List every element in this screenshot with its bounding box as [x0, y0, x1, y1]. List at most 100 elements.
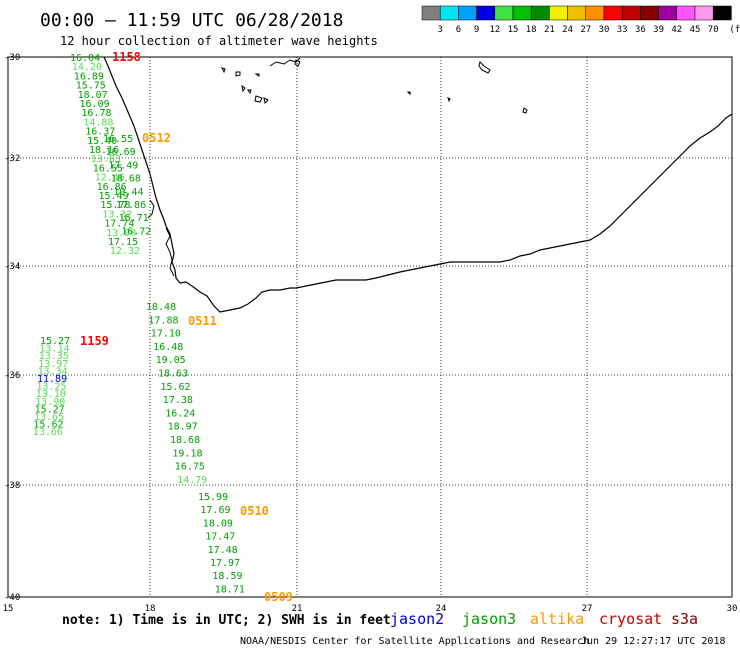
wave-height-value: 18.48: [146, 302, 176, 313]
wave-height-value: 17.86: [116, 200, 146, 211]
wave-height-value: 14.20: [72, 62, 102, 73]
coastline: [103, 56, 733, 313]
colorbar-swatch: [640, 5, 659, 21]
wave-height-value: 13.34: [38, 366, 68, 377]
wave-height-value: 16.55: [103, 134, 133, 145]
wave-height-value: 16.75: [175, 462, 205, 473]
wave-height-value: 15.78: [100, 200, 130, 211]
wave-height-value: 18.71: [215, 584, 245, 595]
map-subtitle: 12 hour collection of altimeter wave hei…: [60, 34, 378, 48]
wave-height-value: 17.74: [104, 219, 134, 230]
wave-height-value: 16.24: [165, 408, 195, 419]
wave-height-value: 13.35: [39, 351, 69, 362]
colorbar-label: 9: [474, 25, 479, 35]
coastline-cape: [147, 199, 175, 277]
pass-time-label: 0511: [188, 314, 217, 328]
wave-height-value: 14.88: [83, 117, 113, 128]
wave-height-value: 17.38: [163, 395, 193, 406]
track-a: 115816.0414.2016.8915.7518.0716.0916.781…: [70, 50, 141, 257]
colorbar-label: 12: [489, 25, 500, 35]
wave-height-value: 16.09: [80, 99, 110, 110]
note-text: note: 1) Time is in UTC; 2) SWH is in fe…: [62, 613, 391, 628]
lat-label: -38: [4, 481, 20, 491]
legend-jason2: jason2: [390, 610, 444, 628]
wave-height-value: 13.14: [39, 344, 69, 355]
colorbar-swatch: [621, 5, 641, 21]
colorbar-label: 39: [653, 25, 664, 35]
wave-height-value: 13.90: [35, 397, 65, 408]
colorbar-label: 24: [562, 25, 573, 35]
wave-height-value: 15.49: [99, 191, 129, 202]
colorbar-label: 42: [671, 25, 682, 35]
legend-altika: altika: [530, 610, 584, 628]
track-f: 115915.2713.1413.3513.9713.3411.8913.251…: [33, 334, 109, 438]
colorbar-swatch: [694, 5, 714, 21]
lon-label: 18: [145, 604, 156, 614]
colorbar-label: 21: [544, 25, 555, 35]
colorbar-label: 30: [599, 25, 610, 35]
track-c: 0511 18.48 17.88 17.10 16.48 19.05 18.63 15.62 1…: [146, 302, 217, 486]
colorbar-label: 70: [708, 25, 719, 35]
wave-height-value: 17.47: [205, 532, 235, 543]
wave-height-value: 18.16: [89, 145, 119, 156]
wave-height-value: 13.25: [36, 382, 66, 393]
wave-height-value: 12.46: [95, 173, 125, 184]
wave-height-value: 16.71: [119, 213, 149, 224]
wave-height-value: 19.05: [156, 355, 186, 366]
wave-height-value: 16.89: [74, 71, 104, 82]
colorbar-swatch: [676, 5, 696, 21]
wave-height-value: 18.97: [168, 422, 198, 433]
wave-height-value: 16.78: [81, 108, 111, 119]
wave-height-value: 15.62: [33, 420, 63, 431]
wave-height-value: 15.27: [40, 336, 70, 347]
wave-height-value: 18.59: [212, 571, 242, 582]
graticule: [8, 57, 732, 597]
wave-height-value: 19.18: [172, 448, 202, 459]
wave-height-value: 14.79: [177, 475, 207, 486]
pass-time-label: 1158: [112, 50, 141, 64]
wave-height-value: 13.90: [106, 228, 136, 239]
wave-height-value: 17.97: [210, 558, 240, 569]
wave-height-value: 18.07: [78, 90, 108, 101]
wave-height-value: 17.49: [108, 160, 138, 171]
satellite-legend: jason2 jason3 altika cryosat s3a: [390, 610, 698, 628]
footer-credit: NOAA/NESDIS Center for Satellite Applica…: [240, 636, 589, 647]
colorbar-label: 33: [617, 25, 628, 35]
wave-height-value: 18.09: [203, 518, 233, 529]
colorbar-swatch: [658, 5, 678, 21]
wave-height-value: 18.63: [158, 369, 188, 380]
wave-height-value: 18.68: [111, 174, 141, 185]
altimeter-tracks: 115816.0414.2016.8915.7518.0716.0916.781…: [33, 50, 293, 604]
colorbar-swatch: [567, 5, 587, 21]
lon-label: 24: [436, 604, 447, 614]
colorbar-swatch: [530, 5, 550, 21]
wave-height-value: 16.55: [93, 163, 123, 174]
colorbar-swatch: [439, 5, 459, 21]
pass-time-label: 0510: [240, 504, 269, 518]
colorbar-label: 6: [456, 25, 461, 35]
wave-height-value: 17.88: [148, 315, 178, 326]
footer-timestamp: Jun 29 12:27:17 UTC 2018: [581, 636, 726, 647]
lon-label: 21: [292, 604, 303, 614]
pass-time-label: 0509: [264, 590, 293, 604]
track-d: 0510 15.99 17.69 18.09 17.47 17.48 17.97 18.59 1…: [198, 492, 269, 595]
colorbar-swatch: [585, 5, 605, 21]
colorbar-swatch: [512, 5, 532, 21]
colorbar-unit: (ft): [729, 25, 740, 35]
wave-height-value: 15.62: [160, 382, 190, 393]
lat-label: -36: [4, 371, 20, 381]
track-e: 0509: [264, 590, 293, 604]
colorbar-swatch: [603, 5, 623, 21]
lon-label: 30: [727, 604, 738, 614]
colorbar-label: 18: [526, 25, 537, 35]
wave-height-value: 17.69: [200, 505, 230, 516]
wave-height-value: 13.65: [34, 412, 64, 423]
wave-height-value: 13.97: [38, 359, 68, 370]
colorbar-swatch: [494, 5, 514, 21]
wave-height-value: 16.86: [97, 182, 127, 193]
lat-label: -34: [4, 262, 20, 272]
colorbar-label: 3: [437, 25, 442, 35]
wave-height-value: 11.89: [37, 374, 67, 385]
